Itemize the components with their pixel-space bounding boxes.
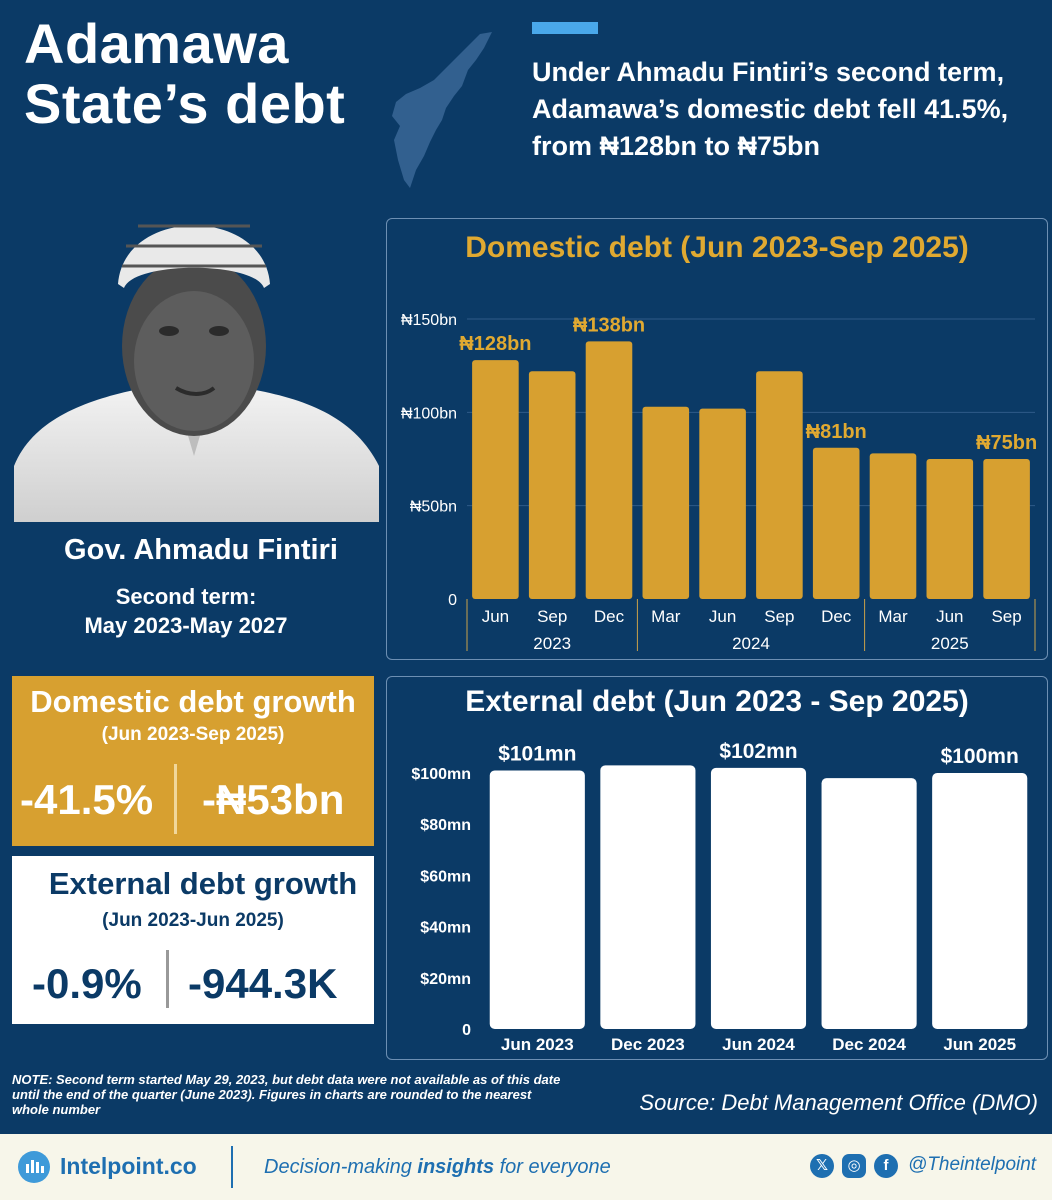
domestic-bar	[472, 360, 519, 599]
title-line-2: State’s debt	[24, 72, 346, 135]
external-x-tick-label: Dec 2023	[611, 1035, 685, 1054]
external-x-tick-label: Jun 2024	[722, 1035, 795, 1054]
external-growth-percent: -0.9%	[32, 960, 142, 1007]
domestic-bar-value-label: ₦138bn	[573, 314, 645, 336]
domestic-x-tick-label: Dec	[594, 607, 625, 626]
external-debt-chart-panel: External debt (Jun 2023 - Sep 2025) 0 $20…	[386, 676, 1048, 1060]
page-title: Adamawa State’s debt	[24, 14, 404, 134]
accent-bar	[532, 22, 598, 34]
domestic-bar	[926, 459, 974, 599]
domestic-debt-chart-panel: Domestic debt (Jun 2023-Sep 2025) 0 ₦50bn…	[386, 218, 1048, 660]
domestic-bar-value-label: ₦81bn	[806, 421, 867, 443]
intelpoint-logo-text: Intelpoint.co	[60, 1153, 197, 1179]
footer-divider	[231, 1146, 233, 1188]
domestic-x-tick-label: Dec	[821, 607, 852, 626]
y-tick-label: $80mn	[420, 817, 471, 834]
footer: Intelpoint.co Decision-making insights f…	[0, 1134, 1052, 1200]
external-x-tick-label: Jun 2023	[501, 1035, 574, 1054]
external-bar-value-label: $100mn	[941, 745, 1019, 768]
y-tick-label: ₦100bn	[401, 405, 457, 422]
external-growth-card: External debt growth (Jun 2023-Jun 2025)…	[12, 856, 374, 1024]
year-group-label: 2025	[931, 634, 969, 653]
social-handle[interactable]: @Theintelpoint	[908, 1154, 1037, 1175]
facebook-icon[interactable]: f	[874, 1154, 898, 1178]
headline-summary: Under Ahmadu Fintiri’s second term, Adam…	[532, 57, 1009, 161]
domestic-bar	[869, 453, 917, 599]
external-bar	[600, 765, 696, 1029]
domestic-debt-chart: 0 ₦50bn ₦100bn ₦150bn₦128bn Jun Sep ₦138bn Dec M…	[401, 312, 1037, 653]
domestic-bar-value-label: ₦75bn	[976, 432, 1037, 454]
domestic-growth-card: Domestic debt growth (Jun 2023-Sep 2025)…	[12, 676, 374, 846]
intelpoint-logo-icon	[18, 1151, 50, 1183]
external-bar	[821, 778, 917, 1029]
domestic-x-tick-label: Sep	[537, 607, 567, 626]
y-tick-label: ₦150bn	[401, 312, 457, 329]
y-tick-label: $100mn	[411, 766, 471, 783]
domestic-growth-amount: -₦53bn	[202, 776, 345, 823]
term-dates: May 2023-May 2027	[84, 613, 288, 638]
y-tick-label: $40mn	[420, 920, 471, 937]
term-label: Second term:	[115, 584, 257, 609]
external-growth-period: (Jun 2023-Jun 2025)	[102, 910, 284, 931]
external-bar	[710, 767, 807, 1029]
domestic-growth-period: (Jun 2023-Sep 2025)	[101, 724, 285, 745]
domestic-bar	[699, 408, 746, 599]
external-growth-title: External debt growth	[48, 866, 358, 901]
year-group-label: 2024	[732, 634, 770, 653]
domestic-bar	[642, 406, 690, 599]
domestic-x-tick-label: Sep	[764, 607, 794, 626]
domestic-bar	[528, 371, 576, 599]
tagline: Decision-making insights for everyone	[264, 1156, 611, 1179]
external-growth-divider	[166, 950, 169, 1008]
governor-portrait	[14, 224, 379, 522]
tagline-pre: Decision-making	[264, 1156, 418, 1178]
y-tick-label: ₦50bn	[410, 499, 457, 516]
domestic-growth-title: Domestic debt growth	[30, 684, 356, 719]
external-chart-title: External debt (Jun 2023 - Sep 2025)	[465, 685, 969, 718]
domestic-x-tick-label: Jun	[936, 607, 963, 626]
domestic-growth-percent: -41.5%	[20, 776, 154, 823]
y-tick-label: 0	[462, 1022, 471, 1039]
domestic-x-tick-label: Jun	[482, 607, 509, 626]
external-debt-chart: 0 $20mn $40mn $60mn $80mn $100mn $101mn Jun 202…	[411, 740, 1028, 1054]
tagline-post: for everyone	[494, 1156, 611, 1178]
domestic-bar	[756, 371, 803, 599]
domestic-x-tick-label: Sep	[991, 607, 1021, 626]
source-credit: Source: Debt Management Office (DMO)	[639, 1090, 1038, 1115]
year-group-label: 2023	[533, 634, 571, 653]
methodology-note: NOTE: Second term started May 29, 2023, …	[12, 1072, 561, 1117]
title-line-1: Adamawa	[24, 12, 289, 75]
y-tick-label: 0	[448, 592, 457, 609]
external-bar-value-label: $102mn	[719, 740, 797, 763]
external-bar	[932, 773, 1028, 1029]
external-x-tick-label: Jun 2025	[943, 1035, 1016, 1054]
domestic-bar	[585, 341, 633, 599]
domestic-x-tick-label: Jun	[709, 607, 736, 626]
adamawa-map-icon	[392, 32, 492, 188]
y-tick-label: $60mn	[420, 868, 471, 885]
instagram-icon[interactable]: ◎	[842, 1154, 866, 1178]
external-bar	[489, 770, 585, 1029]
domestic-growth-divider	[174, 764, 177, 834]
domestic-x-tick-label: Mar	[651, 607, 681, 626]
y-tick-label: $20mn	[420, 971, 471, 988]
external-growth-amount: -944.3K	[188, 960, 338, 1007]
domestic-bar	[812, 447, 860, 599]
tagline-bold: insights	[417, 1156, 495, 1178]
external-bar-value-label: $101mn	[498, 742, 576, 765]
domestic-bar	[983, 459, 1030, 599]
x-icon[interactable]: 𝕏	[810, 1154, 834, 1178]
external-x-tick-label: Dec 2024	[832, 1035, 906, 1054]
domestic-chart-title: Domestic debt (Jun 2023-Sep 2025)	[465, 231, 969, 264]
governor-name: Gov. Ahmadu Fintiri	[64, 534, 338, 566]
domestic-x-tick-label: Mar	[878, 607, 908, 626]
domestic-bar-value-label: ₦128bn	[459, 333, 531, 355]
